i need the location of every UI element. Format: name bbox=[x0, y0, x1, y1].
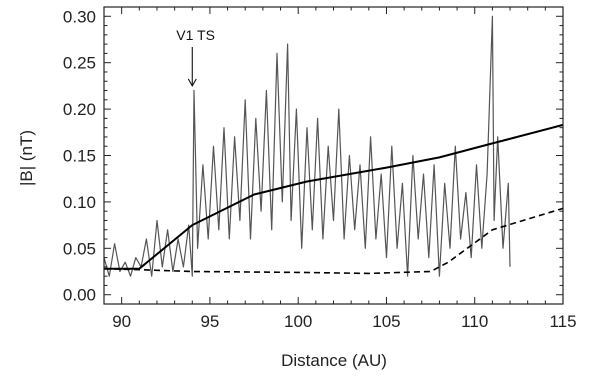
y-tick-label: 0.05 bbox=[63, 239, 96, 258]
y-tick-label: 0.10 bbox=[63, 193, 96, 212]
axes: 90 95 100 105 110 115 0.00 0.05 0.10 0.15 0.20 0.25… bbox=[63, 6, 577, 331]
annotation-arrowhead bbox=[187, 78, 197, 87]
y-tick-label: 0.25 bbox=[63, 54, 96, 73]
series-solid-line bbox=[104, 123, 564, 270]
y-tick-label: 0.30 bbox=[63, 7, 96, 26]
x-tick-label: 110 bbox=[461, 312, 488, 331]
series-data-line bbox=[103, 15, 511, 277]
x-tick-label: 95 bbox=[200, 312, 219, 331]
series-dashed-line bbox=[103, 207, 564, 275]
y-tick-label: 0.15 bbox=[63, 147, 96, 166]
y-tick-label: 0.00 bbox=[63, 286, 96, 305]
y-tick-label: 0.20 bbox=[63, 100, 96, 119]
x-tick-label: 115 bbox=[549, 312, 576, 331]
y-axis-title: |B| (nT) bbox=[17, 130, 36, 186]
x-tick-label: 90 bbox=[112, 312, 131, 331]
x-tick-label: 105 bbox=[372, 312, 400, 331]
x-tick-label: 100 bbox=[284, 312, 312, 331]
annotation-label: V1 TS bbox=[176, 27, 215, 43]
plot-area bbox=[103, 15, 564, 277]
x-axis-title: Distance (AU) bbox=[281, 351, 387, 370]
